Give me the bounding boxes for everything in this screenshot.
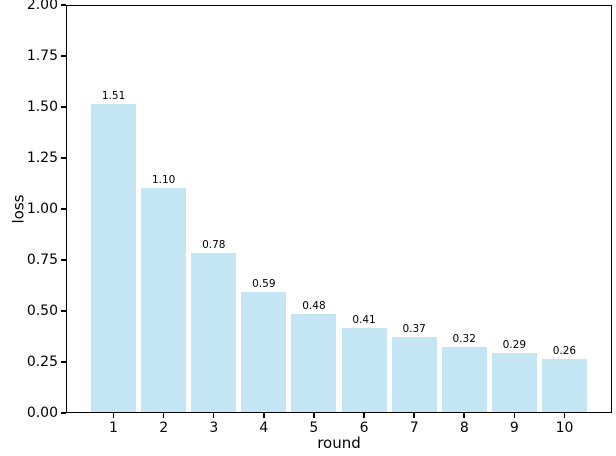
y-tick-mark bbox=[61, 157, 66, 159]
bar-slot: 1.10 bbox=[139, 6, 189, 412]
bar-value-label: 0.37 bbox=[402, 322, 426, 335]
x-tick-mark bbox=[563, 413, 566, 418]
x-tick-mark bbox=[112, 413, 115, 418]
bars-container: 1.51 1.10 0.78 0.59 0.48 0.41 0.37 0.32 0.29 0.26 bbox=[67, 6, 611, 412]
x-tick-label: 3 bbox=[209, 420, 219, 436]
bar-slot: 0.41 bbox=[339, 6, 389, 412]
x-tick-mark bbox=[313, 413, 315, 418]
x-tick-mark bbox=[363, 413, 365, 418]
y-tick-label: 0.25 bbox=[26, 354, 58, 370]
y-tick-mark bbox=[61, 259, 66, 261]
x-tick-label: 6 bbox=[359, 420, 369, 436]
x-tick-mark bbox=[212, 413, 215, 418]
x-tick-mark bbox=[513, 413, 516, 418]
bar bbox=[441, 346, 487, 412]
bar bbox=[291, 314, 337, 412]
x-tick-label: 5 bbox=[309, 420, 319, 436]
y-tick-label: 2.00 bbox=[26, 0, 58, 13]
x-tick-label: 2 bbox=[159, 420, 169, 436]
x-tick-mark bbox=[463, 413, 465, 418]
bar-value-label: 0.41 bbox=[352, 314, 376, 327]
bar-slot: 0.37 bbox=[389, 6, 439, 412]
bar bbox=[241, 291, 287, 412]
x-axis-label: round bbox=[317, 434, 361, 452]
bar-value-label: 0.29 bbox=[502, 338, 527, 351]
bar bbox=[91, 104, 137, 412]
y-tick-label: 0.75 bbox=[26, 252, 58, 268]
bar-slot: 0.48 bbox=[289, 6, 339, 412]
x-tick-label: 7 bbox=[409, 420, 419, 436]
bar-slot: 1.51 bbox=[89, 6, 139, 412]
y-tick-mark bbox=[61, 106, 66, 108]
y-tick-label: 0.50 bbox=[26, 303, 58, 319]
bar-value-label: 0.59 bbox=[252, 277, 276, 290]
x-tick-label: 10 bbox=[555, 420, 574, 436]
y-tick-mark bbox=[61, 310, 66, 312]
bar-value-label: 1.51 bbox=[101, 90, 126, 102]
y-tick-mark bbox=[61, 208, 66, 210]
bar-slot: 0.32 bbox=[439, 6, 489, 412]
y-tick-mark bbox=[61, 412, 66, 414]
y-tick-mark bbox=[61, 55, 66, 57]
x-tick-label: 9 bbox=[509, 420, 519, 436]
bar bbox=[341, 328, 387, 412]
bar-slot: 0.78 bbox=[189, 6, 239, 412]
x-tick-mark bbox=[263, 413, 265, 418]
bar bbox=[491, 352, 537, 412]
bar-slot: 0.26 bbox=[539, 6, 589, 412]
plot-area: 1.51 1.10 0.78 0.59 0.48 0.41 0.37 0.32 0.29 0.26 bbox=[66, 5, 612, 413]
x-tick-label: 8 bbox=[459, 420, 469, 436]
bar-value-label: 0.26 bbox=[552, 345, 577, 357]
bar-slot: 0.29 bbox=[489, 6, 539, 412]
bar-slot: 0.59 bbox=[239, 6, 289, 412]
bar-value-label: 1.10 bbox=[151, 173, 176, 186]
x-tick-mark bbox=[162, 413, 165, 418]
bar bbox=[391, 336, 437, 412]
bar-value-label: 0.32 bbox=[452, 332, 476, 345]
y-tick-mark bbox=[61, 4, 66, 6]
bar-value-label: 0.48 bbox=[302, 300, 326, 313]
x-tick-label: 4 bbox=[259, 420, 269, 436]
y-tick-label: 1.00 bbox=[26, 201, 58, 217]
bar bbox=[141, 187, 187, 412]
bar-value-label: 0.78 bbox=[202, 238, 226, 251]
y-tick-label: 1.75 bbox=[26, 48, 58, 64]
bar bbox=[191, 252, 237, 412]
y-tick-mark bbox=[61, 361, 66, 363]
y-tick-label: 1.50 bbox=[26, 99, 58, 115]
y-tick-label: 0.00 bbox=[26, 405, 58, 421]
y-tick-label: 1.25 bbox=[26, 150, 58, 166]
x-tick-label: 1 bbox=[109, 420, 118, 436]
x-tick-mark bbox=[413, 413, 415, 418]
bar bbox=[541, 359, 587, 412]
